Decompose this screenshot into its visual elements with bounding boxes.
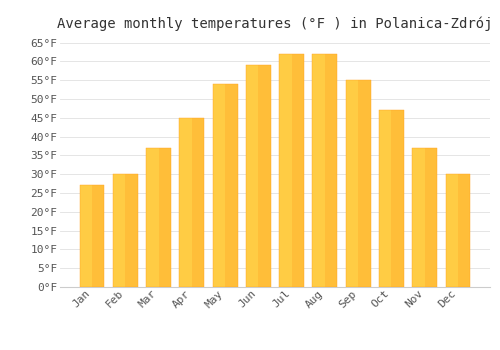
Bar xyxy=(424,148,437,287)
Bar xyxy=(158,148,171,287)
Bar xyxy=(325,54,338,287)
Bar xyxy=(192,118,204,287)
Bar xyxy=(312,54,338,287)
Bar xyxy=(446,174,470,287)
Title: Average monthly temperatures (°F ) in Polanica-Zdrój: Average monthly temperatures (°F ) in Po… xyxy=(57,16,493,31)
Bar xyxy=(180,118,204,287)
Bar xyxy=(146,148,171,287)
Bar xyxy=(279,54,304,287)
Bar xyxy=(458,174,470,287)
Bar xyxy=(80,186,104,287)
Bar xyxy=(92,186,104,287)
Bar xyxy=(379,110,404,287)
Bar xyxy=(412,148,437,287)
Bar xyxy=(258,65,271,287)
Bar xyxy=(126,174,138,287)
Bar xyxy=(225,84,237,287)
Bar xyxy=(246,65,271,287)
Bar xyxy=(346,80,370,287)
Bar xyxy=(212,84,238,287)
Bar xyxy=(392,110,404,287)
Bar xyxy=(292,54,304,287)
Bar xyxy=(358,80,370,287)
Bar xyxy=(113,174,138,287)
